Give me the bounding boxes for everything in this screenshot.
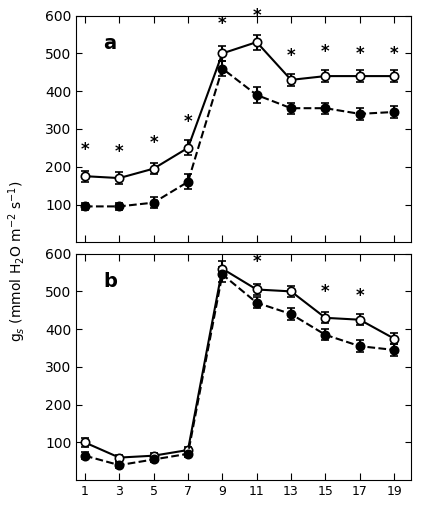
- Text: *: *: [355, 45, 364, 63]
- Text: b: b: [103, 272, 117, 291]
- Text: *: *: [149, 134, 158, 151]
- Text: *: *: [287, 47, 296, 65]
- Text: *: *: [321, 43, 330, 61]
- Text: *: *: [321, 283, 330, 301]
- Text: *: *: [81, 141, 89, 159]
- Text: g$_s$ (mmol H$_2$O m$^{-2}$ s$^{-1}$): g$_s$ (mmol H$_2$O m$^{-2}$ s$^{-1}$): [6, 180, 28, 342]
- Text: *: *: [355, 287, 364, 305]
- Text: *: *: [252, 253, 261, 270]
- Text: a: a: [103, 34, 116, 53]
- Text: *: *: [218, 15, 227, 33]
- Text: *: *: [184, 113, 192, 131]
- Text: *: *: [390, 45, 399, 63]
- Text: *: *: [252, 7, 261, 25]
- Text: *: *: [115, 143, 123, 161]
